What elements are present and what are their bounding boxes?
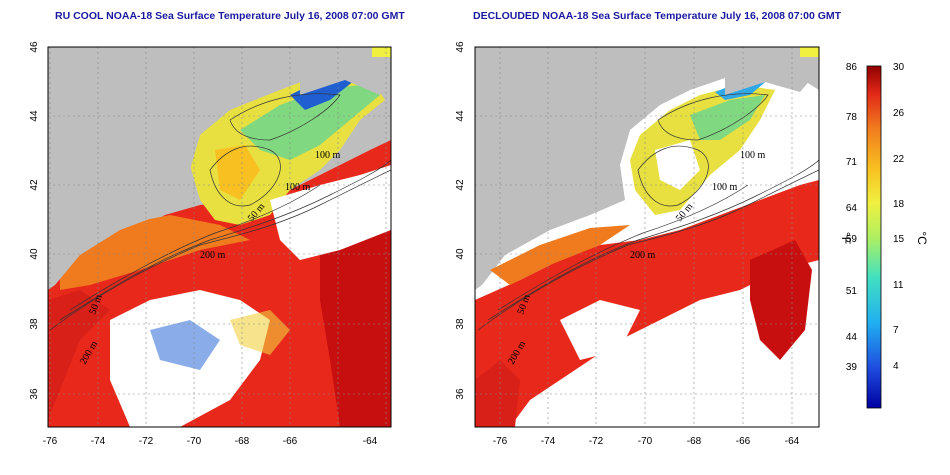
fahrenheit-unit-label: °F: [839, 232, 853, 244]
contour-200m: [49, 169, 391, 331]
x-tick-label: -76: [43, 436, 58, 447]
left-map-title: RU COOL NOAA-18 Sea Surface Temperature …: [55, 10, 405, 22]
y-tick-label: 38: [455, 318, 466, 330]
x-tick-label: -74: [91, 436, 106, 447]
ocean-warm: [475, 180, 819, 427]
celsius-tick: 26: [893, 108, 905, 119]
celsius-tick: 11: [893, 280, 904, 291]
contour-label: 100 m: [315, 150, 341, 161]
north-america-land: [48, 47, 391, 290]
x-tick-label: -66: [736, 436, 751, 447]
celsius-tick: 4: [893, 361, 899, 372]
nova-scotia-land: [725, 62, 812, 95]
fahrenheit-tick: 78: [846, 112, 858, 123]
temperature-colorbar: 86 78 71 64 59 51 44 39 30 26 22 18 15 1…: [839, 62, 929, 409]
left-map-panel: [48, 47, 391, 427]
y-tick-label: 44: [455, 110, 466, 122]
fahrenheit-tick: 86: [846, 62, 858, 73]
fahrenheit-tick: 51: [846, 286, 858, 297]
georges-bank: [215, 145, 260, 200]
contour-50m: [497, 184, 749, 311]
contour-100m: [59, 159, 391, 321]
contour-50m: [69, 184, 321, 311]
right-map-frame: [474, 46, 820, 428]
left-y-axis: 36 38 40 42 44 46: [29, 41, 40, 400]
celsius-tick: 18: [893, 199, 905, 210]
gulf-of-maine-colder: [690, 95, 765, 140]
contour-200m: [477, 169, 819, 331]
corner-warm-spot: [372, 47, 391, 57]
x-tick-label: -72: [139, 436, 154, 447]
celsius-unit-label: °C: [915, 231, 929, 245]
right-map-panel: [475, 47, 819, 427]
celsius-tick: 15: [893, 234, 905, 245]
cloud-area: [270, 165, 391, 260]
fahrenheit-tick: 71: [846, 157, 858, 168]
x-tick-label: -64: [785, 436, 800, 447]
contour-label: 100 m: [712, 182, 738, 193]
right-x-axis: -76 -74 -72 -70 -68 -66 -64: [493, 436, 800, 447]
x-tick-label: -68: [687, 436, 702, 447]
contour-gulf: [229, 93, 341, 141]
celsius-tick: 7: [893, 325, 899, 336]
x-tick-label: -76: [493, 436, 508, 447]
ocean-hot-patch: [750, 240, 812, 360]
nova-scotia-land: [300, 62, 385, 95]
y-tick-label: 36: [29, 388, 40, 400]
contour-georges: [637, 145, 709, 207]
y-tick-label: 42: [455, 179, 466, 191]
contour-label: 100 m: [285, 182, 311, 193]
y-tick-label: 36: [455, 388, 466, 400]
x-tick-label: -68: [235, 436, 250, 447]
x-tick-label: -66: [283, 436, 298, 447]
y-tick-label: 42: [29, 179, 40, 191]
x-tick-label: -74: [541, 436, 556, 447]
fahrenheit-tick: 64: [846, 203, 858, 214]
right-y-axis: 36 38 40 42 44 46: [455, 41, 466, 400]
contour-georges: [209, 145, 281, 207]
y-tick-label: 44: [29, 110, 40, 122]
celsius-tick: 30: [893, 62, 905, 73]
cloud-noise: [150, 320, 220, 370]
contour-gulf: [657, 93, 769, 141]
contour-label: 200 m: [630, 250, 656, 261]
cloud-noise: [230, 310, 290, 355]
y-tick-label: 40: [29, 248, 40, 260]
x-tick-label: -70: [187, 436, 202, 447]
gulf-of-maine-colder: [240, 85, 380, 160]
ocean-coast: [48, 290, 110, 420]
fahrenheit-tick: 44: [846, 332, 858, 343]
contour-label: 200 m: [200, 250, 226, 261]
ocean-hot: [320, 200, 391, 427]
celsius-tick: 22: [893, 154, 905, 165]
y-tick-label: 40: [455, 248, 466, 260]
fahrenheit-tick: 39: [846, 362, 858, 373]
fahrenheit-tick: 59: [846, 234, 858, 245]
y-tick-label: 46: [455, 41, 466, 53]
grid-lines: [48, 47, 391, 427]
cloud-gap: [560, 300, 640, 360]
x-tick-label: -64: [363, 436, 378, 447]
contour-100m: [487, 159, 819, 321]
y-tick-label: 38: [29, 318, 40, 330]
cloud-gap: [660, 310, 750, 400]
grid-lines: [475, 47, 819, 427]
ocean-coast: [475, 360, 520, 427]
left-x-axis: -76 -74 -72 -70 -68 -66 -64: [43, 436, 378, 447]
left-map-frame: [47, 46, 392, 428]
right-map-title: DECLOUDED NOAA-18 Sea Surface Temperatur…: [473, 10, 842, 22]
corner-warm-spot: [800, 47, 819, 57]
colorbar-gradient: [866, 65, 882, 409]
cloud-gap: [655, 140, 700, 190]
contour-label: 100 m: [740, 150, 766, 161]
x-tick-label: -72: [589, 436, 604, 447]
x-tick-label: -70: [638, 436, 653, 447]
y-tick-label: 46: [29, 41, 40, 53]
north-america-land: [475, 47, 819, 290]
ocean-mid: [490, 225, 630, 285]
